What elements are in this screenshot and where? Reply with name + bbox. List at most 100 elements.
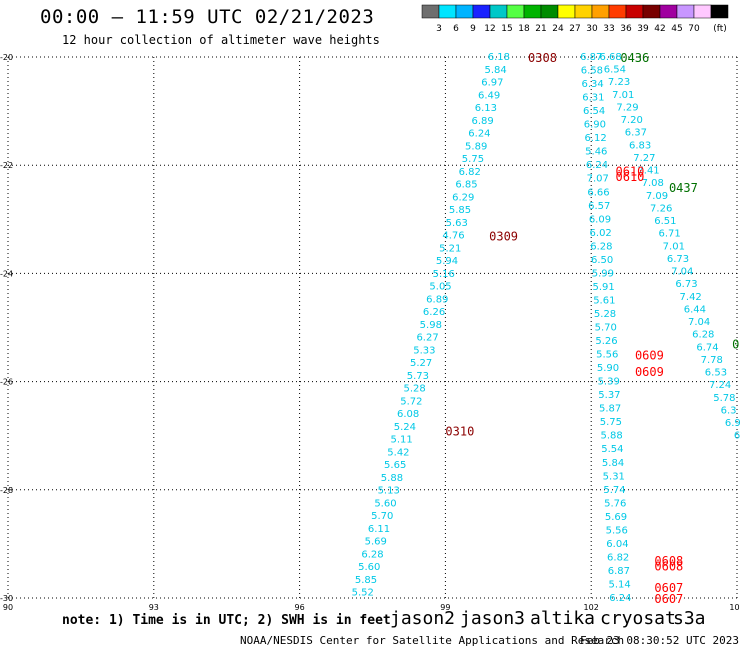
wave-height-value: 5.84 [484, 65, 506, 76]
colorbar-label: 42 [654, 24, 665, 34]
wave-height-value: 5.16 [433, 269, 455, 280]
wave-height-value: 7.01 [663, 241, 685, 252]
wave-height-value: 7.24 [709, 380, 731, 391]
wave-height-value: 6.51 [654, 216, 676, 227]
legend-cryosat: cryosat [600, 608, 676, 629]
longitude-label: 105 [729, 603, 740, 610]
wave-height-value: 6.28 [590, 241, 612, 252]
pass-time-label: 0436 [620, 51, 649, 65]
wave-height-value: 6.82 [459, 167, 481, 178]
wave-height-value: 6.9 [725, 418, 740, 429]
wave-height-value: 7.29 [616, 102, 638, 113]
wave-height-value: 6.09 [589, 214, 611, 225]
wave-height-value: 5.88 [381, 473, 403, 484]
wave-height-value: 6.54 [583, 106, 605, 117]
wave-height-value: 5.61 [593, 295, 615, 306]
wave-height-value: 5.05 [429, 282, 451, 293]
wave-height-value: 5.99 [592, 268, 614, 279]
wave-height-value: 7.07 [587, 174, 609, 185]
wave-height-value: 6.71 [658, 229, 680, 240]
wave-height-value: 6.24 [609, 593, 631, 604]
pass-time-label: 0609 [635, 365, 664, 379]
wave-height-value: 5.74 [603, 485, 625, 496]
wave-height-value: 6.87 [580, 52, 602, 63]
wave-height-value: 5.63 [446, 218, 468, 229]
colorbar-label: 36 [620, 24, 632, 34]
latitude-label: -26 [0, 378, 13, 387]
pass-time-label: 0309 [489, 230, 518, 244]
wave-height-value: 5.24 [394, 422, 416, 433]
wave-height-value: 5.11 [391, 435, 413, 446]
wave-height-value: 6.12 [584, 133, 606, 144]
wave-height-value: 6.3 [721, 405, 737, 416]
wave-height-value: 6.24 [586, 160, 608, 171]
pass-time-label: 0610 [616, 165, 645, 179]
wave-height-value: 6.54 [604, 65, 626, 76]
wave-height-value: 6.73 [667, 254, 689, 265]
pass-time-label: 0608 [654, 554, 683, 568]
latitude-label: -22 [0, 161, 13, 170]
wave-height-value: 5.90 [597, 363, 619, 374]
pass-time-label: 0608 [654, 560, 683, 574]
wave-height-colorbar: 3 6 9 12 15 18 21 24 27 30 33 36 39 42 45 70 (ft) [421, 4, 729, 34]
wave-height-value: 5.27 [410, 358, 432, 369]
wave-height-value: 6.37 [625, 128, 647, 139]
wave-height-value: 5.87 [599, 404, 621, 415]
wave-height-value: 6.18 [488, 52, 510, 63]
wave-height-value: 6.28 [361, 549, 383, 560]
wave-height-value: 5.60 [374, 498, 396, 509]
wave-height-value: 5.70 [595, 323, 617, 334]
wave-height-value: 6.53 [705, 368, 727, 379]
wave-height-value: 6.87 [608, 566, 630, 577]
wave-height-value: 5.37 [598, 390, 620, 401]
wave-height-value: 6.57 [588, 201, 610, 212]
map-title: 00:00 — 11:59 UTC 02/21/2023 [40, 6, 375, 28]
colorbar-label: 33 [603, 24, 614, 34]
wave-height-value: 6.74 [696, 342, 718, 353]
latitude-label: -28 [0, 486, 13, 495]
wave-height-value: 6.27 [416, 333, 438, 344]
wave-height-value: 5.56 [606, 525, 628, 536]
wave-height-value: 7.26 [650, 203, 672, 214]
colorbar-label: 6 [453, 24, 459, 34]
wave-height-value: 5.85 [449, 205, 471, 216]
wave-height-value: 5.75 [600, 417, 622, 428]
wave-height-value: 7.41 [637, 166, 659, 177]
latitude-label: -30 [0, 594, 13, 603]
wave-height-value: 6 [734, 431, 740, 442]
longitude-label: 102 [584, 603, 599, 610]
colorbar-label: (ft) [713, 24, 727, 34]
wave-height-value: 7.09 [646, 191, 668, 202]
wave-height-value: 6.31 [582, 93, 604, 104]
wave-height-value: 5.69 [605, 512, 627, 523]
wave-height-value: 5.13 [378, 486, 400, 497]
wave-height-value: 5.42 [387, 447, 409, 458]
wave-height-value: 5.65 [384, 460, 406, 471]
wave-height-value: 5.73 [407, 371, 429, 382]
pass-time-label: 0310 [445, 424, 474, 438]
colorbar-label: 39 [637, 24, 649, 34]
wave-height-value: 7.20 [621, 115, 643, 126]
wave-height-value: 5.52 [352, 588, 374, 599]
longitude-label: 93 [149, 603, 159, 610]
wave-height-value: 5.46 [585, 147, 607, 158]
wave-height-value: 5.89 [465, 141, 487, 152]
colorbar-label: 12 [484, 24, 495, 34]
wave-height-value: 5.69 [365, 537, 387, 548]
wave-height-value: 5.54 [601, 444, 623, 455]
wave-height-value: 6.97 [481, 78, 503, 89]
wave-height-value: 7.04 [671, 267, 693, 278]
colorbar-label: 18 [518, 24, 530, 34]
wave-height-value: 5.98 [420, 320, 442, 331]
latitude-label: -24 [0, 269, 13, 278]
wave-height-value: 6.26 [423, 307, 445, 318]
colorbar-label: 70 [688, 24, 700, 34]
pass-time-label: 0609 [635, 349, 664, 363]
legend-jason2: jason2 [390, 608, 456, 629]
wave-height-value: 5.76 [604, 498, 626, 509]
generated-timestamp: Feb 23 08:30:52 UTC 2023 [580, 634, 739, 647]
wave-height-value: 7.42 [680, 292, 702, 303]
wave-height-value: 7.78 [701, 355, 723, 366]
colorbar-swatch [710, 4, 729, 19]
